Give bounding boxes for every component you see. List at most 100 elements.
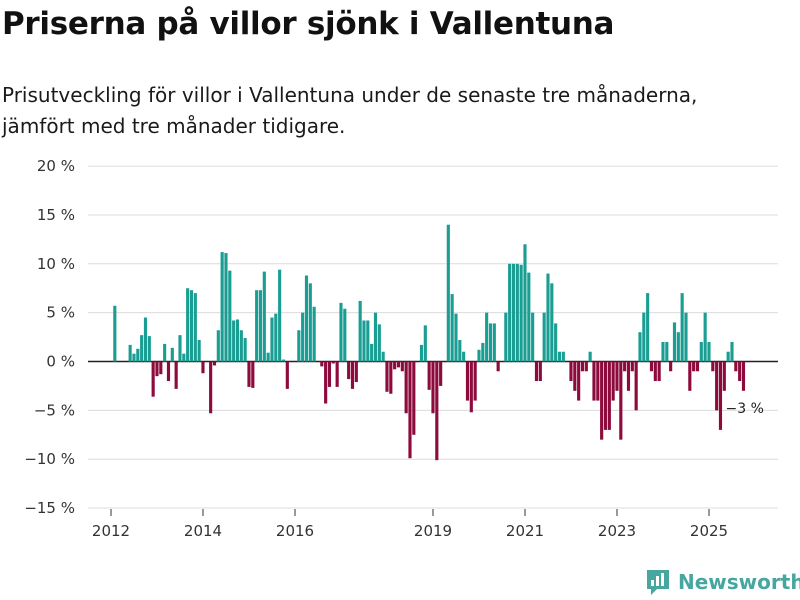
newsworthy-logo: Newsworthy <box>645 568 800 596</box>
bar-positive <box>423 325 427 362</box>
bar-positive <box>481 342 485 362</box>
bar-positive <box>270 317 274 362</box>
y-tick-label: −5 % <box>34 401 75 419</box>
bar-positive <box>339 302 343 362</box>
bar-negative <box>603 361 608 430</box>
bar-negative <box>669 361 673 372</box>
x-axis: 2012 2014 2016 2019 2021 2023 2025 <box>92 509 728 540</box>
bar-negative <box>427 361 431 390</box>
bar-negative <box>630 361 634 372</box>
bar-positive <box>239 330 243 362</box>
bar-positive <box>703 312 707 362</box>
y-tick-label: 15 % <box>37 206 75 224</box>
bar-negative <box>711 361 715 372</box>
y-axis: −15 % −10 % −5 % 0 % 5 % 10 % 15 % 20 % <box>24 157 75 517</box>
bar-negative <box>734 361 738 372</box>
bar-positive <box>163 343 167 362</box>
bar-negative <box>469 361 473 413</box>
bar-positive <box>197 340 201 362</box>
bar-negative <box>212 361 217 366</box>
bar-positive <box>546 273 550 362</box>
bar-positive <box>186 288 190 362</box>
bar-negative <box>465 361 470 401</box>
bar-positive <box>450 294 454 362</box>
bar-positive <box>638 332 642 362</box>
bar-negative <box>209 361 213 414</box>
bar-positive <box>661 341 665 362</box>
bar-positive <box>446 224 450 362</box>
y-tick-label: 10 % <box>37 255 75 273</box>
bar-positive <box>730 341 734 362</box>
bar-negative <box>431 361 435 414</box>
bar-negative <box>692 361 696 372</box>
bar-negative <box>335 361 339 387</box>
bar-positive <box>454 313 458 362</box>
bar-positive <box>561 351 565 362</box>
bar-positive <box>642 312 646 362</box>
bar-positive <box>527 272 531 362</box>
bar-negative <box>496 361 500 372</box>
bar-negative <box>389 361 393 394</box>
bar-positive <box>358 300 362 362</box>
y-tick-label: −15 % <box>24 499 75 517</box>
bar-positive <box>140 335 144 362</box>
bar-positive <box>515 263 519 362</box>
bar-positive <box>255 290 259 362</box>
bar-negative <box>573 361 577 391</box>
bar-negative <box>174 361 178 389</box>
bar-negative <box>577 361 581 401</box>
bar-positive <box>488 323 493 362</box>
bar-negative <box>385 361 389 392</box>
bar-positive <box>684 312 688 362</box>
bar-negative <box>155 361 159 377</box>
last-value-label: −3 % <box>725 401 763 417</box>
bar-positive <box>419 344 424 362</box>
bar-negative <box>607 361 611 430</box>
y-tick-label: 0 % <box>46 353 75 371</box>
x-tick-label: 2025 <box>690 522 728 540</box>
bar-positive <box>726 351 730 362</box>
bar-negative <box>400 361 404 372</box>
bar-positive <box>511 263 516 362</box>
bar-negative <box>247 361 251 387</box>
brand-name: Newsworthy <box>678 570 800 594</box>
x-tick-label: 2014 <box>184 522 222 540</box>
bar-positive <box>182 353 186 362</box>
bar-positive <box>707 341 711 362</box>
y-tick-label: 5 % <box>46 304 75 322</box>
bar-negative <box>715 361 719 411</box>
bar-negative <box>534 361 539 382</box>
bar-positive <box>523 244 527 362</box>
bar-positive <box>132 353 136 362</box>
bar-positive <box>504 312 508 362</box>
bar-positive <box>262 271 266 362</box>
bar-positive <box>492 323 496 362</box>
bar-positive <box>370 343 374 362</box>
bar-positive <box>462 351 466 362</box>
chart-title: Priserna på villor sjönk i Vallentuna <box>2 6 615 42</box>
bar-positive <box>362 320 366 362</box>
bar-negative <box>695 361 700 372</box>
bar-negative <box>151 361 155 397</box>
bar-negative <box>393 361 397 370</box>
bar-positive <box>312 306 316 362</box>
bar-positive <box>550 283 554 362</box>
bar-negative <box>439 361 443 386</box>
bar-negative <box>538 361 542 382</box>
bar-positive <box>699 341 703 362</box>
bar-negative <box>324 361 328 404</box>
bar-negative <box>657 361 661 382</box>
bar-negative <box>623 361 627 372</box>
x-tick-label: 2019 <box>414 522 452 540</box>
x-tick-label: 2023 <box>598 522 636 540</box>
bar-positive <box>147 336 151 362</box>
bar-negative <box>615 361 619 391</box>
bar-positive <box>274 313 278 362</box>
bar-positive <box>377 324 381 362</box>
bars <box>113 224 746 461</box>
annotations: −3 % <box>725 401 763 417</box>
bar-positive <box>243 338 247 362</box>
bar-positive <box>170 347 174 362</box>
bar-negative <box>738 361 742 382</box>
